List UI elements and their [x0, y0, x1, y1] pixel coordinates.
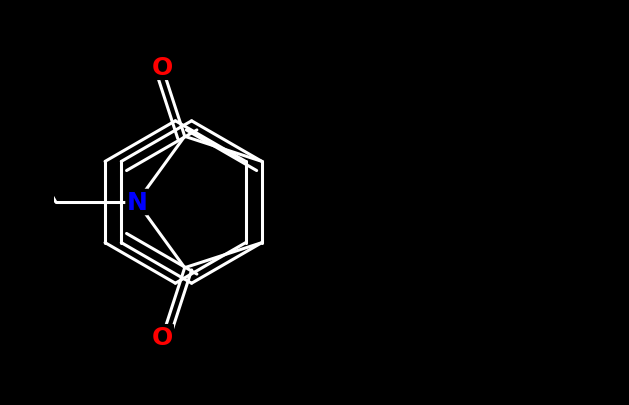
Text: O: O — [152, 55, 173, 80]
Text: N: N — [126, 190, 147, 215]
Text: O: O — [152, 325, 173, 350]
